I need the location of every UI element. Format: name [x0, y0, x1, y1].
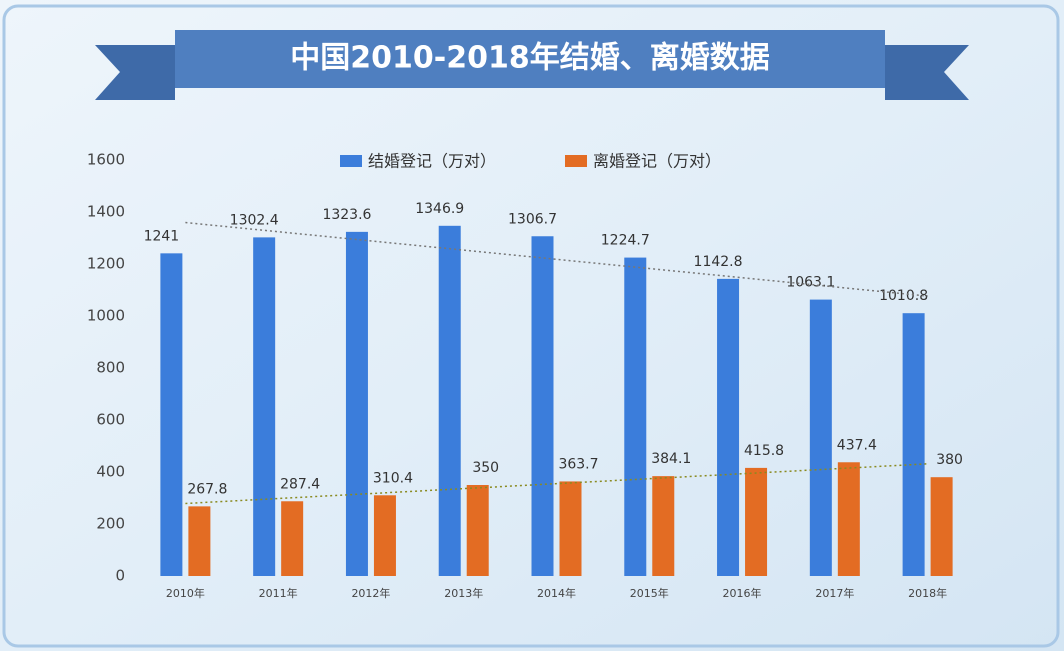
data-label: 1346.9 — [415, 201, 464, 217]
bar — [809, 299, 832, 576]
chart-title: 中国2010-2018年结婚、离婚数据 — [290, 41, 769, 76]
bar — [652, 476, 675, 576]
bar — [281, 501, 304, 576]
bar — [438, 225, 461, 576]
data-label: 1063.1 — [786, 275, 835, 291]
x-tick-label: 2011年 — [259, 586, 298, 600]
bar — [466, 485, 489, 576]
data-label: 384.1 — [651, 451, 691, 467]
data-label: 363.7 — [558, 456, 598, 472]
x-tick-label: 2016年 — [723, 586, 762, 600]
x-tick-label: 2015年 — [630, 586, 669, 600]
y-tick-label: 1200 — [87, 255, 125, 273]
frame — [2, 4, 1060, 648]
y-tick-label: 0 — [115, 567, 125, 585]
data-label: 380 — [936, 452, 963, 468]
bar — [717, 278, 740, 576]
data-label: 350 — [472, 460, 499, 476]
legend-swatch — [340, 155, 362, 167]
data-label: 1142.8 — [694, 254, 743, 270]
bar — [745, 467, 768, 576]
bar — [345, 231, 368, 576]
bar — [837, 462, 860, 576]
x-tick-label: 2017年 — [815, 586, 854, 600]
y-tick-label: 600 — [96, 411, 125, 429]
data-label: 1323.6 — [322, 207, 371, 223]
legend: 结婚登记（万对） 离婚登记（万对） — [340, 152, 721, 171]
data-label: 415.8 — [744, 443, 784, 459]
data-label: 287.4 — [280, 476, 320, 492]
data-label: 1010.8 — [879, 288, 928, 304]
x-tick-label: 2012年 — [351, 586, 390, 600]
y-tick-label: 1600 — [87, 151, 125, 169]
bar — [902, 313, 925, 576]
data-label: 1306.7 — [508, 211, 557, 227]
legend-label: 结婚登记（万对） — [368, 152, 496, 171]
x-tick-label: 2013年 — [444, 586, 483, 600]
x-tick-label: 2014年 — [537, 586, 576, 600]
data-label: 267.8 — [187, 481, 227, 497]
bar — [559, 481, 582, 576]
bar — [253, 237, 276, 576]
data-label: 1241 — [144, 228, 180, 244]
data-label: 437.4 — [837, 437, 877, 453]
data-label: 1224.7 — [601, 233, 650, 249]
trend-line — [185, 221, 928, 297]
bar — [373, 495, 396, 576]
title-banner — [175, 30, 885, 88]
bar — [624, 257, 647, 576]
y-tick-label: 800 — [96, 359, 125, 377]
bar — [531, 236, 554, 576]
x-tick-label: 2010年 — [166, 586, 205, 600]
y-tick-label: 1400 — [87, 203, 125, 221]
legend-label: 离婚登记（万对） — [593, 152, 721, 171]
bar — [930, 477, 953, 576]
bar — [188, 506, 211, 576]
y-tick-label: 400 — [96, 463, 125, 481]
trend-line — [185, 463, 928, 505]
data-label: 310.4 — [373, 470, 413, 486]
ribbon-left — [95, 45, 175, 100]
bar — [160, 253, 183, 576]
y-tick-label: 200 — [96, 515, 125, 533]
data-label: 1302.4 — [230, 212, 279, 228]
x-tick-label: 2018年 — [908, 586, 947, 600]
y-tick-label: 1000 — [87, 307, 125, 325]
ribbon-right — [885, 45, 969, 100]
legend-swatch — [565, 155, 587, 167]
